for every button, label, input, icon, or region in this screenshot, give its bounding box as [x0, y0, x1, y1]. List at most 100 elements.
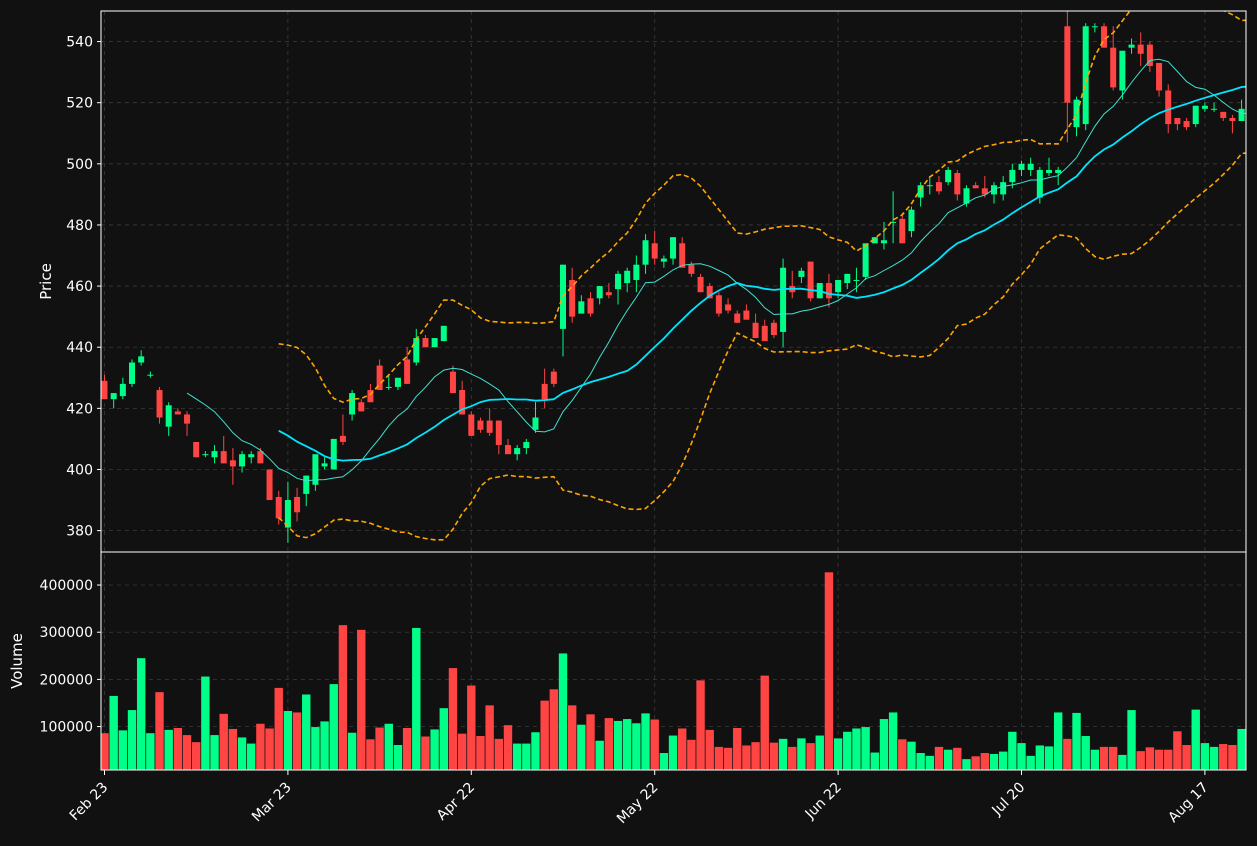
volume-bar	[1017, 743, 1026, 770]
candle-body	[404, 359, 411, 384]
candle	[129, 359, 136, 387]
candle	[321, 457, 328, 470]
candle	[248, 451, 255, 464]
candle	[220, 435, 227, 464]
volume-bar	[421, 736, 430, 770]
candle-body	[358, 402, 365, 412]
candle	[1064, 11, 1071, 143]
volume-bar	[632, 723, 641, 770]
candle-body	[339, 435, 346, 442]
candle	[605, 283, 612, 299]
volume-bar	[567, 705, 577, 770]
candle-body	[1027, 163, 1034, 170]
volume-bar	[1200, 743, 1210, 770]
volume-bar	[934, 746, 944, 770]
candle	[917, 182, 924, 207]
candle	[1046, 157, 1053, 177]
candle	[981, 176, 988, 198]
volume-bar	[357, 629, 366, 770]
moving-average-short	[186, 58, 1246, 482]
volume-bar	[843, 731, 852, 770]
moving-average-long	[278, 85, 1246, 462]
volume-bar	[870, 752, 879, 770]
candle-body	[578, 301, 585, 314]
volume-bar	[824, 572, 834, 770]
candle	[697, 273, 704, 293]
bollinger-lower-band	[278, 152, 1246, 541]
volume-bar	[714, 746, 724, 770]
volume-bar	[641, 713, 650, 770]
candle-body	[605, 292, 612, 296]
volume-bar	[101, 733, 109, 770]
candle	[413, 328, 420, 366]
candle-body	[459, 390, 466, 415]
candle-body	[147, 374, 154, 376]
volume-bar	[907, 741, 916, 770]
candle-body	[807, 261, 814, 299]
volume-bar	[201, 676, 210, 770]
volume-bar	[412, 627, 421, 770]
volume-bar	[146, 733, 155, 770]
candle-body	[798, 270, 805, 277]
volume-axis-label: Volume	[8, 633, 26, 689]
axes: 380 400 420 440 460 480 500 520 540 100000 200000 3…	[8, 10, 1247, 827]
volume-bar	[980, 753, 990, 770]
volume-bar	[861, 727, 870, 770]
candle	[477, 417, 484, 433]
price-tick-label: 540	[66, 35, 93, 51]
volume-bar	[971, 756, 980, 770]
candle	[486, 408, 493, 436]
candle-body	[193, 441, 200, 458]
candle-body	[1018, 163, 1025, 170]
candle	[651, 231, 658, 265]
candle-body	[312, 454, 319, 485]
candle-body	[550, 371, 557, 384]
candle-body	[688, 264, 695, 274]
candle	[504, 438, 511, 455]
candle-body	[101, 380, 108, 400]
candle	[990, 182, 997, 204]
volume-bar	[943, 749, 953, 770]
candle-body	[651, 243, 658, 259]
candle	[1128, 38, 1135, 54]
volume-bar	[953, 747, 962, 770]
candle	[862, 243, 869, 280]
volume-bar	[228, 728, 238, 770]
volume-bar	[164, 729, 173, 770]
volume-bar	[1081, 736, 1090, 770]
volume-bar	[668, 735, 678, 770]
candle-body	[633, 264, 640, 280]
candle	[174, 408, 181, 415]
candle-body	[220, 451, 227, 464]
price-panel-frame	[100, 10, 1247, 553]
candle-body	[725, 304, 732, 311]
volume-bar	[962, 759, 971, 770]
candle-body	[468, 414, 475, 436]
candle-body	[734, 313, 741, 323]
candle-body	[880, 240, 887, 244]
candle	[670, 237, 677, 265]
candle-body	[862, 243, 869, 277]
candle	[1027, 157, 1034, 177]
candle-body	[284, 500, 291, 528]
volume-bar	[1228, 744, 1237, 770]
candle-body	[239, 454, 246, 467]
candle-body	[523, 441, 530, 449]
candle	[1229, 114, 1236, 134]
volume-bar	[916, 753, 925, 770]
candle-body	[165, 405, 172, 427]
candle	[578, 295, 585, 314]
volume-bar	[650, 719, 659, 770]
date-tick-label: Aug 17	[1165, 780, 1211, 826]
candle	[294, 487, 301, 522]
candle-body	[514, 448, 521, 455]
candle-body	[1101, 26, 1108, 48]
candle-body	[1211, 108, 1218, 110]
candle	[1082, 23, 1089, 131]
volume-panel	[101, 572, 1246, 770]
volume-bar	[439, 708, 448, 770]
volume-bar	[1099, 746, 1109, 770]
candle	[1220, 111, 1227, 122]
candle	[1192, 105, 1199, 128]
